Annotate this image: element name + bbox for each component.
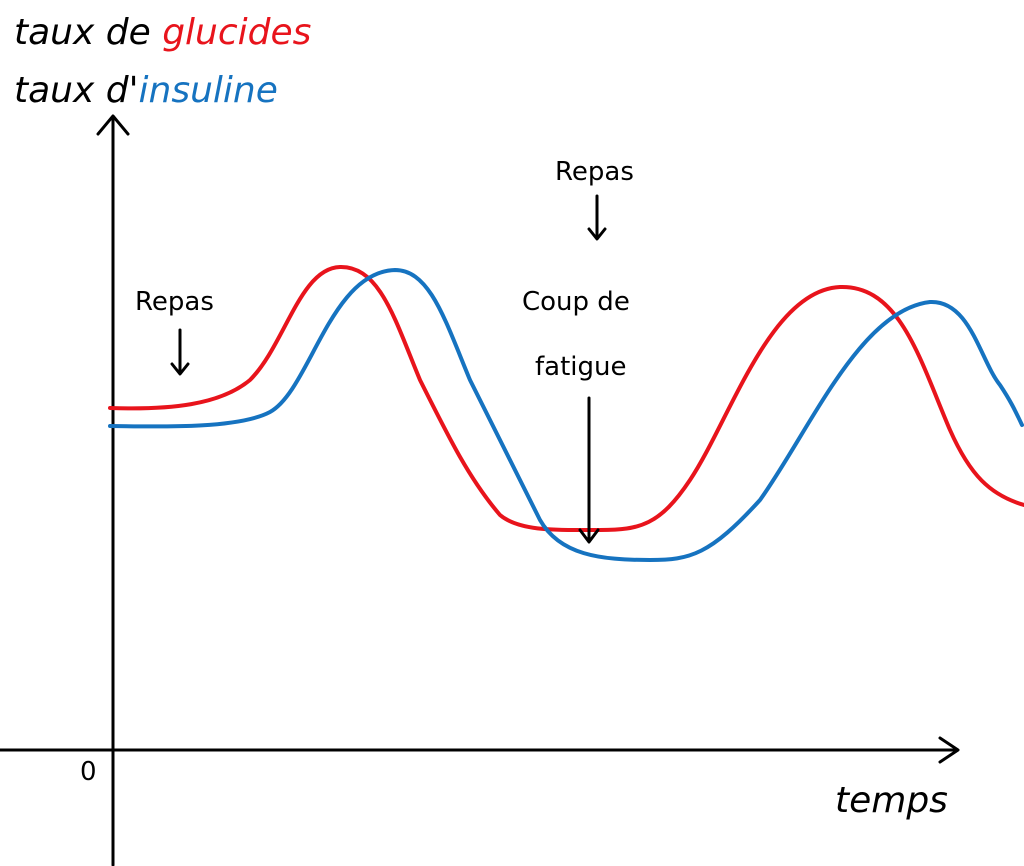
glucides-curve xyxy=(108,264,1024,533)
x-axis-label: temps xyxy=(835,780,948,821)
origin-label: 0 xyxy=(80,757,97,787)
annotation-label: Repas xyxy=(135,287,214,317)
y-label-highlight: glucides xyxy=(162,12,311,53)
annotation-arrow xyxy=(578,396,600,544)
y-label-line2: taux d'insuline xyxy=(14,70,278,111)
y-label-highlight: insuline xyxy=(139,70,278,111)
y-label-text: taux de xyxy=(14,12,151,53)
y-axis xyxy=(96,114,130,866)
annotation-label: Coup de xyxy=(522,287,630,317)
annotation-arrow xyxy=(170,328,190,376)
annotation-arrow xyxy=(587,194,607,241)
annotation-label: Repas xyxy=(555,157,634,187)
insuline-curve xyxy=(108,268,1024,562)
annotation-label: fatigue xyxy=(535,352,626,382)
x-axis xyxy=(0,736,960,764)
y-label-line1: taux de glucides xyxy=(14,12,311,53)
y-label-text: taux d' xyxy=(14,70,139,111)
